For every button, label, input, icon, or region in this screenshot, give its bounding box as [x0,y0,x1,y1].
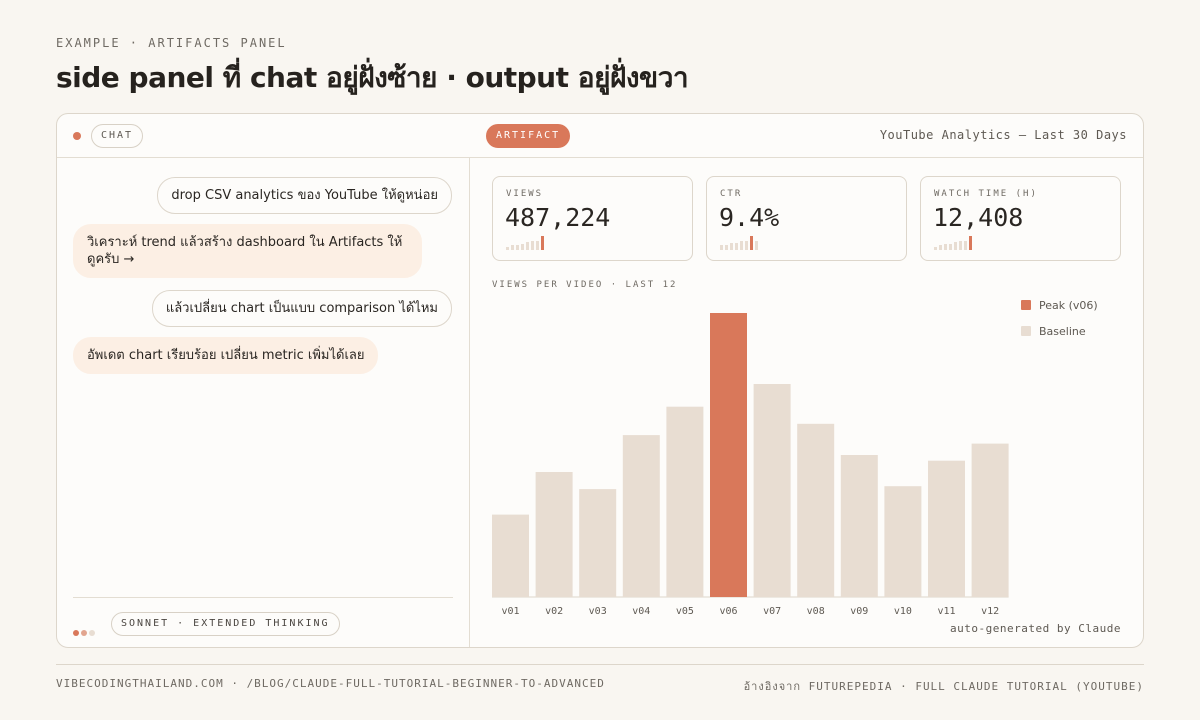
sparkline [720,236,758,250]
sparkline-bar [964,241,967,250]
stat-card-ctr: CTR 9.4% [706,176,907,261]
x-tick-label: v06 [719,606,737,614]
autogen-label: auto-generated by Claude [950,622,1121,635]
sparkline [934,236,972,250]
chat-message-assistant: วิเคราะห์ trend แล้วสร้าง dashboard ใน A… [73,224,422,278]
x-tick-label: v10 [894,606,912,614]
status-dot-icon [73,132,81,140]
bar-v01[interactable] [492,514,529,597]
legend-label: Peak (v06) [1039,298,1098,312]
chat-message-user: drop CSV analytics ของ YouTube ให้ดูหน่อ… [157,177,452,214]
window-topbar: CHAT ARTIFACT YouTube Analytics — Last 3… [57,114,1143,158]
footer-credit: อ้างอิงจาก FUTUREPEDIA · FULL CLAUDE TUT… [743,680,1144,693]
views-bar-chart: v01 v02 v03 v04 v05 v06 v07 v08 v09 v10 v11 v12 [492,313,1009,614]
chat-message-user: แล้วเปลี่ยน chart เป็นแบบ comparison ได้… [151,290,452,327]
sparkline-bar [934,247,937,250]
sparkline-bar [735,243,738,250]
sparkline-bar [521,244,524,250]
sparkline-bar [516,245,519,250]
chart-legend: Peak (v06) Baseline [1021,297,1098,349]
bar-v08[interactable] [797,423,835,597]
x-tick-label: v09 [850,606,868,614]
app-window: CHAT ARTIFACT YouTube Analytics — Last 3… [56,113,1144,648]
stat-label: WATCH TIME (H) [934,189,1038,199]
sparkline-bar [720,245,723,250]
bar-v05[interactable] [666,406,704,597]
sparkline-bar [750,236,753,250]
sparkline-bar [944,244,947,250]
stat-label: CTR [720,189,743,199]
sparkline-bar [730,243,733,250]
bar-v12[interactable] [971,443,1009,597]
sparkline-bar [959,241,962,250]
bar-v06[interactable] [710,313,747,597]
bar-v03[interactable] [579,489,617,597]
stat-value: 487,224 [505,203,611,232]
sparkline [506,236,544,250]
x-tick-label: v02 [545,606,563,614]
x-tick-label: v01 [501,606,519,614]
footer-source-link[interactable]: VIBECODINGTHAILAND.COM · /BLOG/CLAUDE-FU… [56,677,605,690]
legend-swatch-peak [1021,300,1031,310]
x-tick-label: v07 [763,606,781,614]
bar-v02[interactable] [535,472,573,597]
stat-label: VIEWS [506,189,544,199]
sparkline-bar [740,241,743,250]
sparkline-bar [949,244,952,250]
sparkline-bar [969,236,972,250]
model-selector[interactable]: SONNET · EXTENDED THINKING [111,612,340,636]
legend-item-baseline: Baseline [1021,323,1098,339]
bar-v04[interactable] [622,435,660,597]
stat-card-watch-time: WATCH TIME (H) 12,408 [920,176,1121,261]
chat-divider [73,597,453,598]
legend-label: Baseline [1039,324,1086,338]
legend-swatch-baseline [1021,326,1031,336]
thinking-dots-icon [73,621,97,640]
stat-value: 9.4% [719,203,780,232]
bar-v07[interactable] [753,384,791,597]
sparkline-bar [745,241,748,250]
sparkline-bar [511,245,514,250]
sparkline-bar [536,241,539,250]
page-title: side panel ที่ chat อยู่ฝั่งซ้าย · outpu… [56,61,689,94]
panel-divider[interactable] [469,158,470,647]
sparkline-bar [725,245,728,250]
sparkline-bar [531,241,534,250]
stat-card-views: VIEWS 487,224 [492,176,693,261]
bar-v10[interactable] [884,486,922,597]
artifact-tab[interactable]: ARTIFACT [486,124,571,148]
page-eyebrow: EXAMPLE · ARTIFACTS PANEL [56,36,287,50]
x-tick-label: v11 [937,606,955,614]
x-tick-label: v12 [981,606,999,614]
stat-value: 12,408 [933,203,1024,232]
sparkline-bar [755,241,758,250]
chat-tab[interactable]: CHAT [91,124,144,148]
footer-divider [56,664,1144,665]
legend-item-peak: Peak (v06) [1021,297,1098,313]
sparkline-bar [939,245,942,250]
chat-message-assistant: อัพเดต chart เรียบร้อย เปลี่ยน metric เพ… [73,337,379,374]
sparkline-bar [541,236,544,250]
x-tick-label: v04 [632,606,650,614]
artifact-title: YouTube Analytics — Last 30 Days [879,128,1127,142]
sparkline-bar [506,247,509,250]
x-tick-label: v03 [589,606,607,614]
bar-v09[interactable] [840,455,878,597]
chart-caption: VIEWS PER VIDEO · LAST 12 [492,280,678,290]
x-tick-label: v05 [676,606,694,614]
bar-v11[interactable] [928,460,965,597]
sparkline-bar [954,242,957,250]
x-tick-label: v08 [807,606,825,614]
sparkline-bar [526,242,529,250]
